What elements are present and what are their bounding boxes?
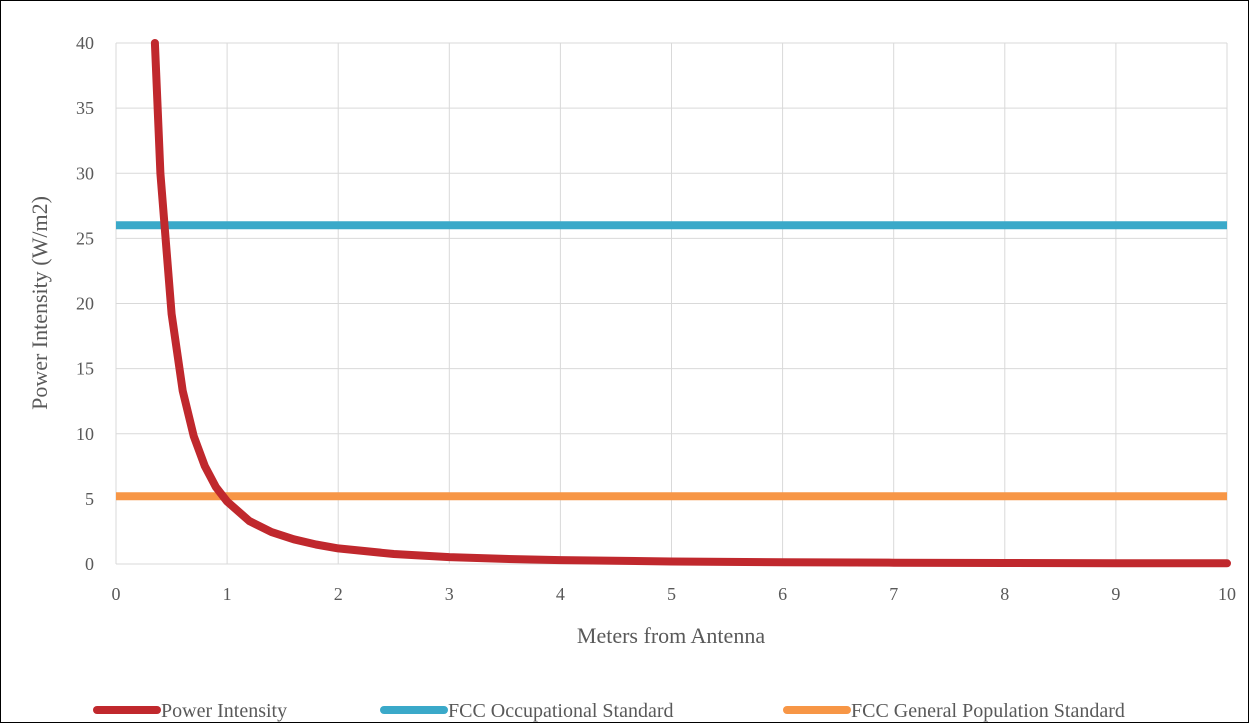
x-tick-labels: 0 1 2 3 4 5 6 7 8 9 10 bbox=[112, 584, 1237, 604]
y-tick-label: 10 bbox=[76, 424, 94, 444]
x-tick-label: 9 bbox=[1111, 584, 1120, 604]
series-layer bbox=[116, 39, 1231, 568]
x-tick-label: 10 bbox=[1218, 584, 1236, 604]
x-tick-label: 0 bbox=[112, 584, 121, 604]
power-intensity-line bbox=[150, 39, 1231, 568]
y-tick-label: 25 bbox=[76, 228, 94, 248]
y-tick-label: 35 bbox=[76, 98, 94, 118]
x-tick-label: 3 bbox=[445, 584, 454, 604]
grid-layer bbox=[115, 42, 1228, 565]
y-tick-label: 0 bbox=[85, 554, 94, 574]
x-tick-label: 8 bbox=[1000, 584, 1009, 604]
y-axis-title: Power Intensity (W/m2) bbox=[27, 196, 52, 410]
x-tick-label: 5 bbox=[667, 584, 676, 604]
legend-label: Power Intensity bbox=[161, 700, 287, 722]
y-tick-label: 30 bbox=[76, 163, 94, 183]
legend: Power Intensity FCC Occupational Standard… bbox=[93, 700, 1125, 722]
legend-label: FCC Occupational Standard bbox=[448, 700, 674, 722]
x-tick-label: 1 bbox=[223, 584, 232, 604]
y-tick-labels: 0 5 10 15 20 25 30 35 40 bbox=[76, 33, 94, 574]
x-tick-label: 2 bbox=[334, 584, 343, 604]
y-tick-label: 5 bbox=[85, 489, 94, 509]
y-tick-label: 40 bbox=[76, 33, 94, 53]
legend-label: FCC General Population Standard bbox=[851, 700, 1125, 722]
y-tick-label: 20 bbox=[76, 294, 94, 314]
x-tick-label: 6 bbox=[778, 584, 787, 604]
x-tick-label: 4 bbox=[556, 584, 565, 604]
x-axis-title: Meters from Antenna bbox=[577, 623, 765, 648]
y-tick-label: 15 bbox=[76, 359, 94, 379]
x-tick-label: 7 bbox=[889, 584, 898, 604]
